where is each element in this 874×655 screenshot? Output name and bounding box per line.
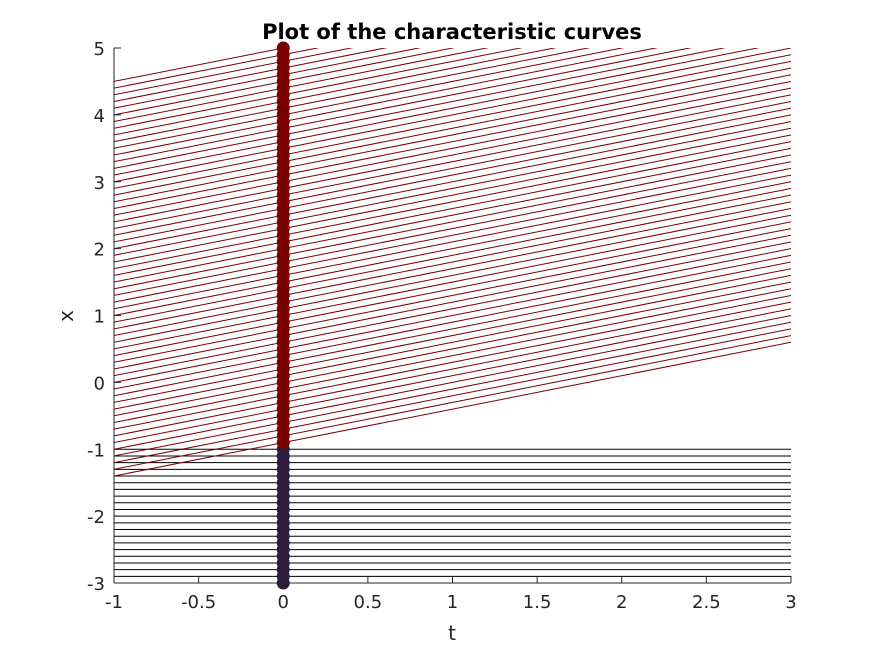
characteristic-line xyxy=(114,54,791,189)
characteristic-line xyxy=(114,48,422,109)
characteristic-line xyxy=(114,208,791,343)
characteristic-line xyxy=(114,141,791,276)
characteristic-line xyxy=(114,268,791,403)
x-tick-label: 3 xyxy=(785,592,796,613)
characteristic-line xyxy=(114,114,791,250)
characteristic-line xyxy=(114,234,791,370)
y-tick-label: 3 xyxy=(94,173,105,194)
x-tick-label: 2.5 xyxy=(692,592,721,613)
characteristic-line xyxy=(114,328,791,464)
characteristic-line xyxy=(114,48,659,156)
x-tick-label: 0.5 xyxy=(354,592,383,613)
characteristic-line xyxy=(114,48,625,149)
characteristic-line xyxy=(114,335,791,470)
characteristic-line xyxy=(114,294,791,430)
characteristic-line xyxy=(114,48,791,183)
characteristic-line xyxy=(114,48,354,96)
characteristic-line xyxy=(114,48,388,102)
characteristic-line xyxy=(114,174,791,310)
characteristic-line xyxy=(114,48,456,116)
characteristic-line xyxy=(114,341,791,477)
characteristic-line xyxy=(114,74,791,209)
characteristic-line xyxy=(114,121,791,256)
characteristic-line xyxy=(114,101,791,236)
characteristic-line xyxy=(114,48,523,129)
characteristic-line xyxy=(114,67,791,203)
characteristic-line xyxy=(114,87,791,223)
x-tick-label: 0 xyxy=(278,592,289,613)
characteristic-line xyxy=(114,241,791,377)
y-tick-label: 4 xyxy=(94,106,105,127)
characteristic-line xyxy=(114,107,791,243)
axes: -1 -0.5 0 0.5 1 1.5 2 2.5 3 -3 -2 -1 0 1 2 3 4 5 xyxy=(87,39,797,613)
characteristic-line xyxy=(114,288,791,423)
x-axis-label: t xyxy=(448,621,456,645)
x-tick-label: 1.5 xyxy=(523,592,552,613)
y-tick-label: -3 xyxy=(87,574,105,595)
characteristic-line xyxy=(114,221,791,357)
characteristic-line xyxy=(114,134,791,270)
characteristic-line xyxy=(114,48,693,163)
characteristic-line xyxy=(114,48,760,176)
characteristic-line xyxy=(114,48,286,82)
characteristic-line xyxy=(114,48,591,143)
y-axis-label: x xyxy=(54,310,78,322)
y-tick-label: 1 xyxy=(94,307,105,328)
characteristic-line xyxy=(114,281,791,417)
characteristic-line xyxy=(114,48,557,136)
characteristic-line xyxy=(114,167,791,303)
characteristic-curves xyxy=(114,48,791,583)
y-tick-label: -1 xyxy=(87,440,105,461)
y-tick-label: 2 xyxy=(94,240,105,261)
y-tick-label: -2 xyxy=(87,507,105,528)
characteristic-line xyxy=(114,254,791,390)
characteristic-line xyxy=(114,187,791,323)
x-tick-label: -1 xyxy=(105,592,123,613)
characteristic-line xyxy=(114,154,791,290)
characteristic-line xyxy=(114,48,489,123)
characteristic-line xyxy=(114,321,791,457)
characteristic-line xyxy=(114,48,726,169)
characteristic-line xyxy=(114,308,791,444)
characteristic-line xyxy=(114,315,791,450)
characteristic-line xyxy=(114,228,791,363)
characteristic-line xyxy=(114,214,791,350)
initial-point-markers xyxy=(276,41,290,590)
characteristic-line xyxy=(114,301,791,437)
initial-point-marker xyxy=(276,41,290,55)
y-tick-label: 0 xyxy=(94,373,105,394)
x-tick-label: -0.5 xyxy=(181,592,216,613)
x-tick-label: 2 xyxy=(616,592,627,613)
y-tick-label: 5 xyxy=(94,39,105,60)
characteristic-line xyxy=(114,274,791,410)
characteristic-line xyxy=(114,60,791,196)
characteristic-line xyxy=(114,80,791,216)
characteristic-line xyxy=(114,181,791,316)
characteristic-line xyxy=(114,201,791,337)
characteristic-line xyxy=(114,248,791,383)
characteristic-line xyxy=(114,127,791,263)
chart-title: Plot of the characteristic curves xyxy=(262,20,642,44)
characteristic-line xyxy=(114,94,791,230)
characteristic-line xyxy=(114,161,791,296)
x-tick-label: 1 xyxy=(447,592,458,613)
characteristic-line xyxy=(114,194,791,330)
characteristic-line xyxy=(114,147,791,283)
characteristic-line xyxy=(114,261,791,397)
characteristic-line xyxy=(114,48,320,89)
